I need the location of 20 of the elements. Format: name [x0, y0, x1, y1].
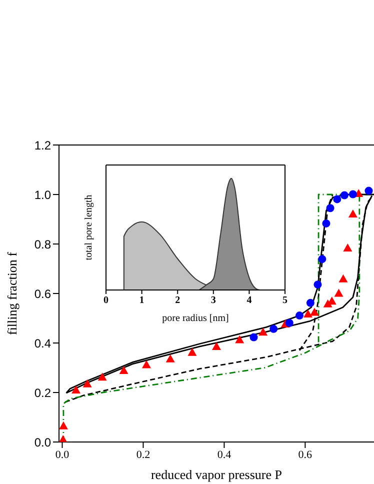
x-tick-label: 0.2	[136, 448, 150, 461]
y-axis-title: filling fraction f	[4, 251, 20, 336]
y-tick-label: 0.2	[34, 386, 52, 400]
y-tick-label: 1.2	[34, 138, 52, 152]
x-tick-label: 0.6	[298, 448, 313, 461]
y-axis-title: total pore length	[84, 194, 95, 260]
x-tick-label: 0.0	[55, 448, 70, 461]
y-tick-label: 0.4	[34, 336, 52, 350]
x-tick-label: 0.4	[217, 448, 232, 461]
x-axis-title: reduced vapor pressure P	[150, 467, 282, 482]
x-tick-label: 4	[246, 295, 252, 306]
x-tick-label: 5	[282, 295, 288, 306]
x-tick-label: 2	[175, 295, 180, 306]
x-tick-label: 3	[210, 295, 216, 306]
y-tick-label: 0.0	[34, 435, 52, 450]
x-tick-label: 0	[104, 295, 108, 306]
x-axis-title: pore radius [nm]	[162, 313, 229, 324]
y-tick-label: 1.0	[34, 188, 52, 202]
y-tick-label: 0.8	[34, 237, 52, 252]
x-tick-label: 1	[139, 295, 144, 306]
